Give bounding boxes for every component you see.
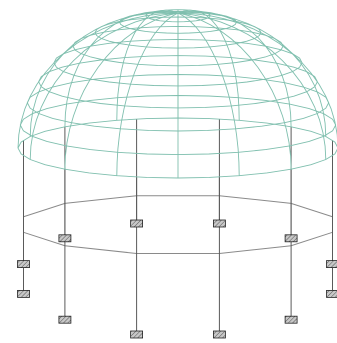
dome-ring [17,117,337,179]
support [17,260,30,269]
dome-meridian [116,9,179,121]
support [326,260,337,269]
dome-meridian [64,12,179,170]
dome-wireframe [17,9,337,179]
support [58,315,72,324]
dome-meridian [17,12,179,149]
support [58,234,72,243]
support [326,289,337,298]
support [284,234,298,243]
dome-meridian [29,12,179,160]
support [130,330,144,339]
support [212,330,226,339]
dome-meridian [177,12,240,176]
dome-meridian [177,12,292,170]
supports [17,219,337,339]
support [284,315,298,324]
support [17,289,30,298]
dome-meridian [116,12,179,176]
dome-meridian [64,11,179,127]
ring-beam-polygon [23,195,333,254]
dome-meridian [177,11,292,127]
dome-meridian [177,12,327,137]
dome-meridian [177,12,327,160]
dome-meridian [29,12,179,137]
ring-beam [23,195,333,254]
dome-meridian [177,9,240,121]
support [130,219,144,228]
support [212,219,226,228]
columns [23,119,333,332]
